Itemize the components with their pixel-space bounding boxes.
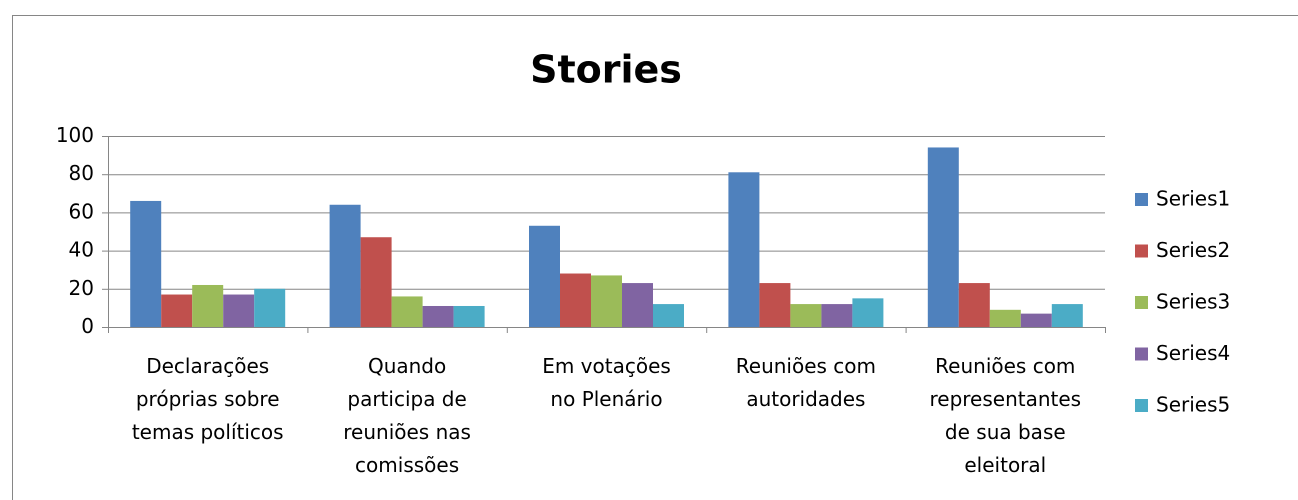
x-tick-label: Declarações próprias sobre temas políticos [132, 354, 284, 444]
bar [591, 275, 622, 327]
legend-swatch [1135, 347, 1148, 361]
y-tick-label: 0 [81, 314, 94, 338]
bar [790, 304, 822, 327]
y-tick-label: 80 [69, 161, 94, 185]
y-tick-label: 20 [69, 276, 94, 300]
legend-swatch [1135, 193, 1148, 206]
x-tick-label: Reuniões com representantes de sua base ele… [929, 354, 1081, 477]
x-tick-label: Reuniões com autoridades [736, 354, 876, 411]
legend-label: Series3 [1156, 290, 1230, 314]
chart-border [12, 15, 1298, 500]
y-tick-label: 100 [56, 123, 94, 147]
chart-title: Stories [530, 48, 682, 92]
legend-label: Series5 [1156, 393, 1230, 417]
bar [391, 296, 423, 327]
bar [653, 304, 684, 327]
bar [560, 273, 591, 327]
bar [329, 204, 361, 327]
bar [254, 288, 286, 327]
bar [821, 304, 853, 327]
bar [223, 294, 255, 327]
bar [161, 294, 193, 327]
x-tick-label: Em votações no Plenário [542, 354, 671, 411]
bar [852, 298, 884, 327]
legend-swatch [1135, 244, 1148, 258]
bar [728, 172, 760, 327]
legend-label: Series4 [1156, 341, 1230, 365]
bar [1051, 304, 1083, 327]
bar [759, 283, 791, 327]
y-tick-label: 40 [69, 238, 94, 262]
legend-swatch [1135, 399, 1148, 412]
x-tick-label: Quando participa de reuniões nas comissões [343, 354, 471, 477]
bar [192, 284, 224, 327]
bar [989, 309, 1021, 327]
bar [958, 283, 990, 327]
bar [1020, 313, 1052, 327]
bar [927, 147, 959, 327]
bar [422, 305, 454, 327]
legend-label: Series1 [1156, 187, 1230, 211]
bar [529, 225, 560, 327]
legend-label: Series2 [1156, 238, 1230, 262]
bar [453, 305, 485, 327]
bar [622, 283, 653, 327]
y-tick-label: 60 [69, 199, 94, 223]
bar [360, 237, 392, 327]
bar [130, 200, 162, 327]
legend-swatch [1135, 296, 1148, 309]
